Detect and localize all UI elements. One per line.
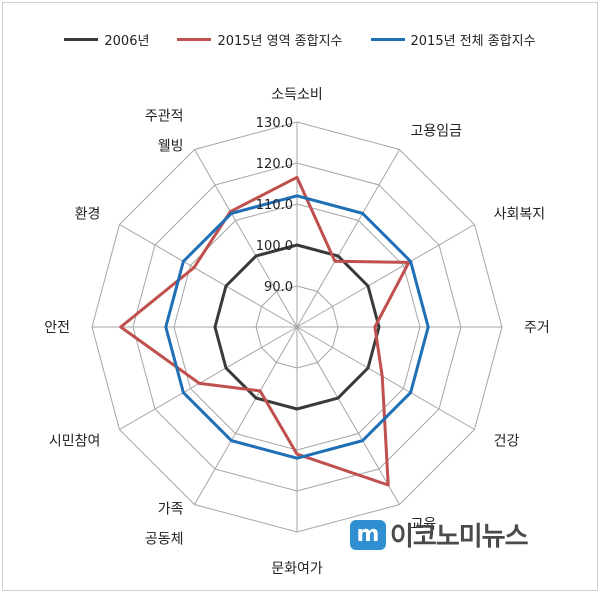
watermark-logo: m 이코노미뉴스 [350,516,529,553]
category-label-0: 소득소비 [271,87,323,103]
category-label-11-0: 주관적 [145,108,184,124]
category-label-8: 시민참여 [49,434,101,450]
tick-label-3: 120.0 [256,157,293,172]
category-label-10: 환경 [75,207,101,223]
spoke-10 [119,224,298,328]
category-label-1: 고용임금 [411,123,463,139]
category-label-5: 교육 [411,517,437,533]
legend-label-2015-total: 2015년 전체 종합지수 [410,33,536,49]
series-line-2 [164,194,430,460]
spoke-7 [194,326,298,505]
logo-mark-icon: m [350,519,386,550]
legend-label-2015-domain: 2015년 영역 종합지수 [217,33,343,49]
category-label-9: 안전 [44,320,70,336]
tick-label-0: 90.0 [264,280,293,295]
category-label-6: 문화여가 [271,561,323,577]
legend-swatch-2015-domain [177,37,212,41]
category-label-11-1: 웰빙 [158,138,184,154]
tick-label-4: 130.0 [256,116,293,131]
legend-item-2006: 2006년 [64,28,149,50]
series-line-1 [119,175,411,487]
category-label-3: 주거 [524,320,550,336]
legend-label-2006: 2006년 [104,33,150,49]
series-line-0 [213,243,381,411]
legend-item-2015-total: 2015년 전체 종합지수 [370,28,536,50]
legend-swatch-2006 [64,37,99,41]
category-label-2: 사회복지 [494,207,546,223]
spoke-8 [119,326,298,430]
spoke-4 [296,326,475,430]
legend-swatch-2015-total [370,37,405,41]
spoke-2 [296,224,475,328]
legend: 2006년 2015년 영역 종합지수 2015년 전체 종합지수 [0,28,600,50]
category-label-4: 건강 [494,434,520,450]
spoke-1 [296,149,400,328]
spoke-5 [296,326,400,505]
legend-item-2015-domain: 2015년 영역 종합지수 [177,28,343,50]
spoke-11 [194,149,298,328]
category-label-7-1: 공동체 [145,532,184,548]
category-label-7-0: 가족 [158,502,184,518]
tick-label-1: 100.0 [256,239,293,254]
tick-label-2: 110.0 [256,198,293,213]
logo-text: 이코노미뉴스 [390,522,529,552]
